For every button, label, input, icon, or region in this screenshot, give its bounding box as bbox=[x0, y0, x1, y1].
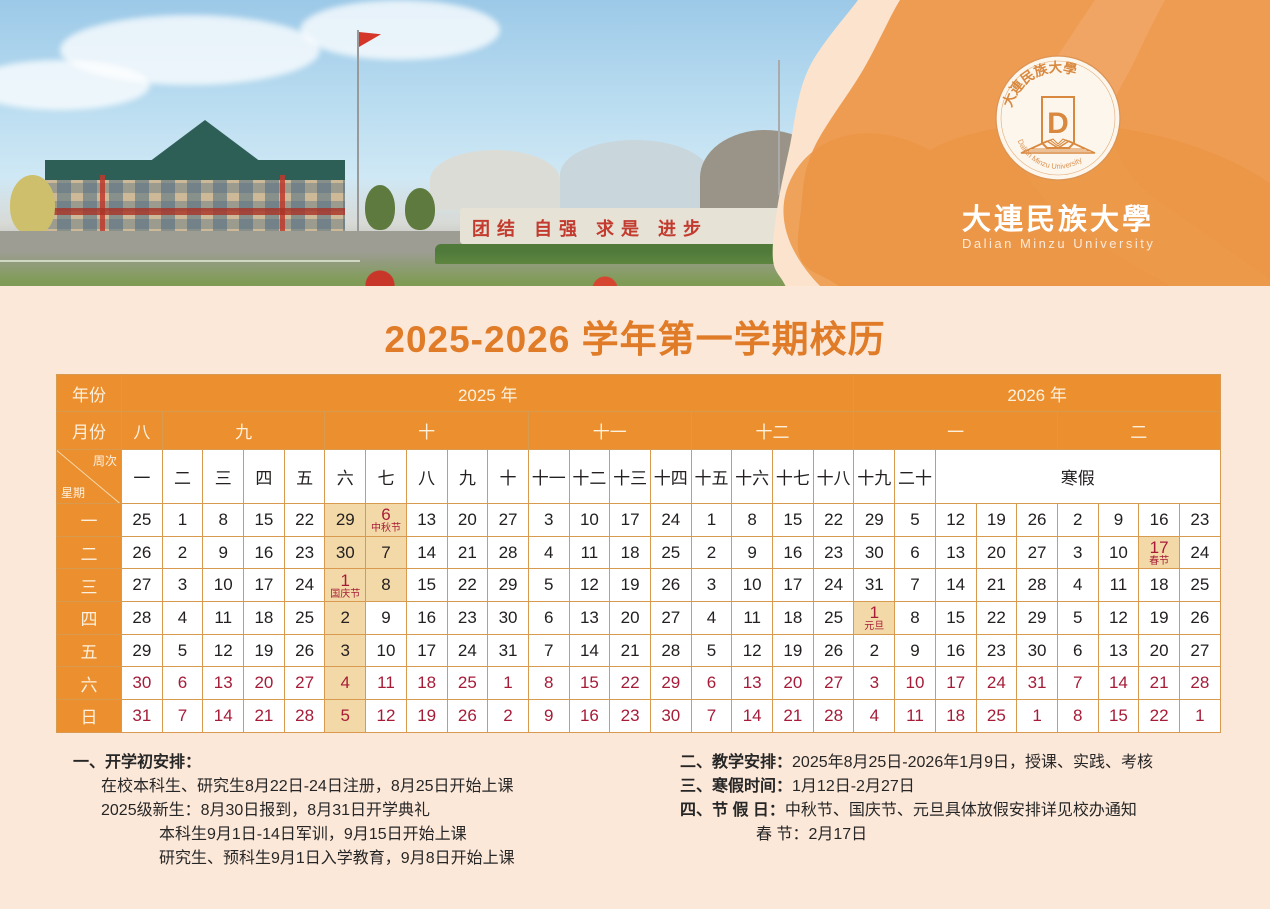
svg-text:D: D bbox=[1047, 107, 1069, 140]
